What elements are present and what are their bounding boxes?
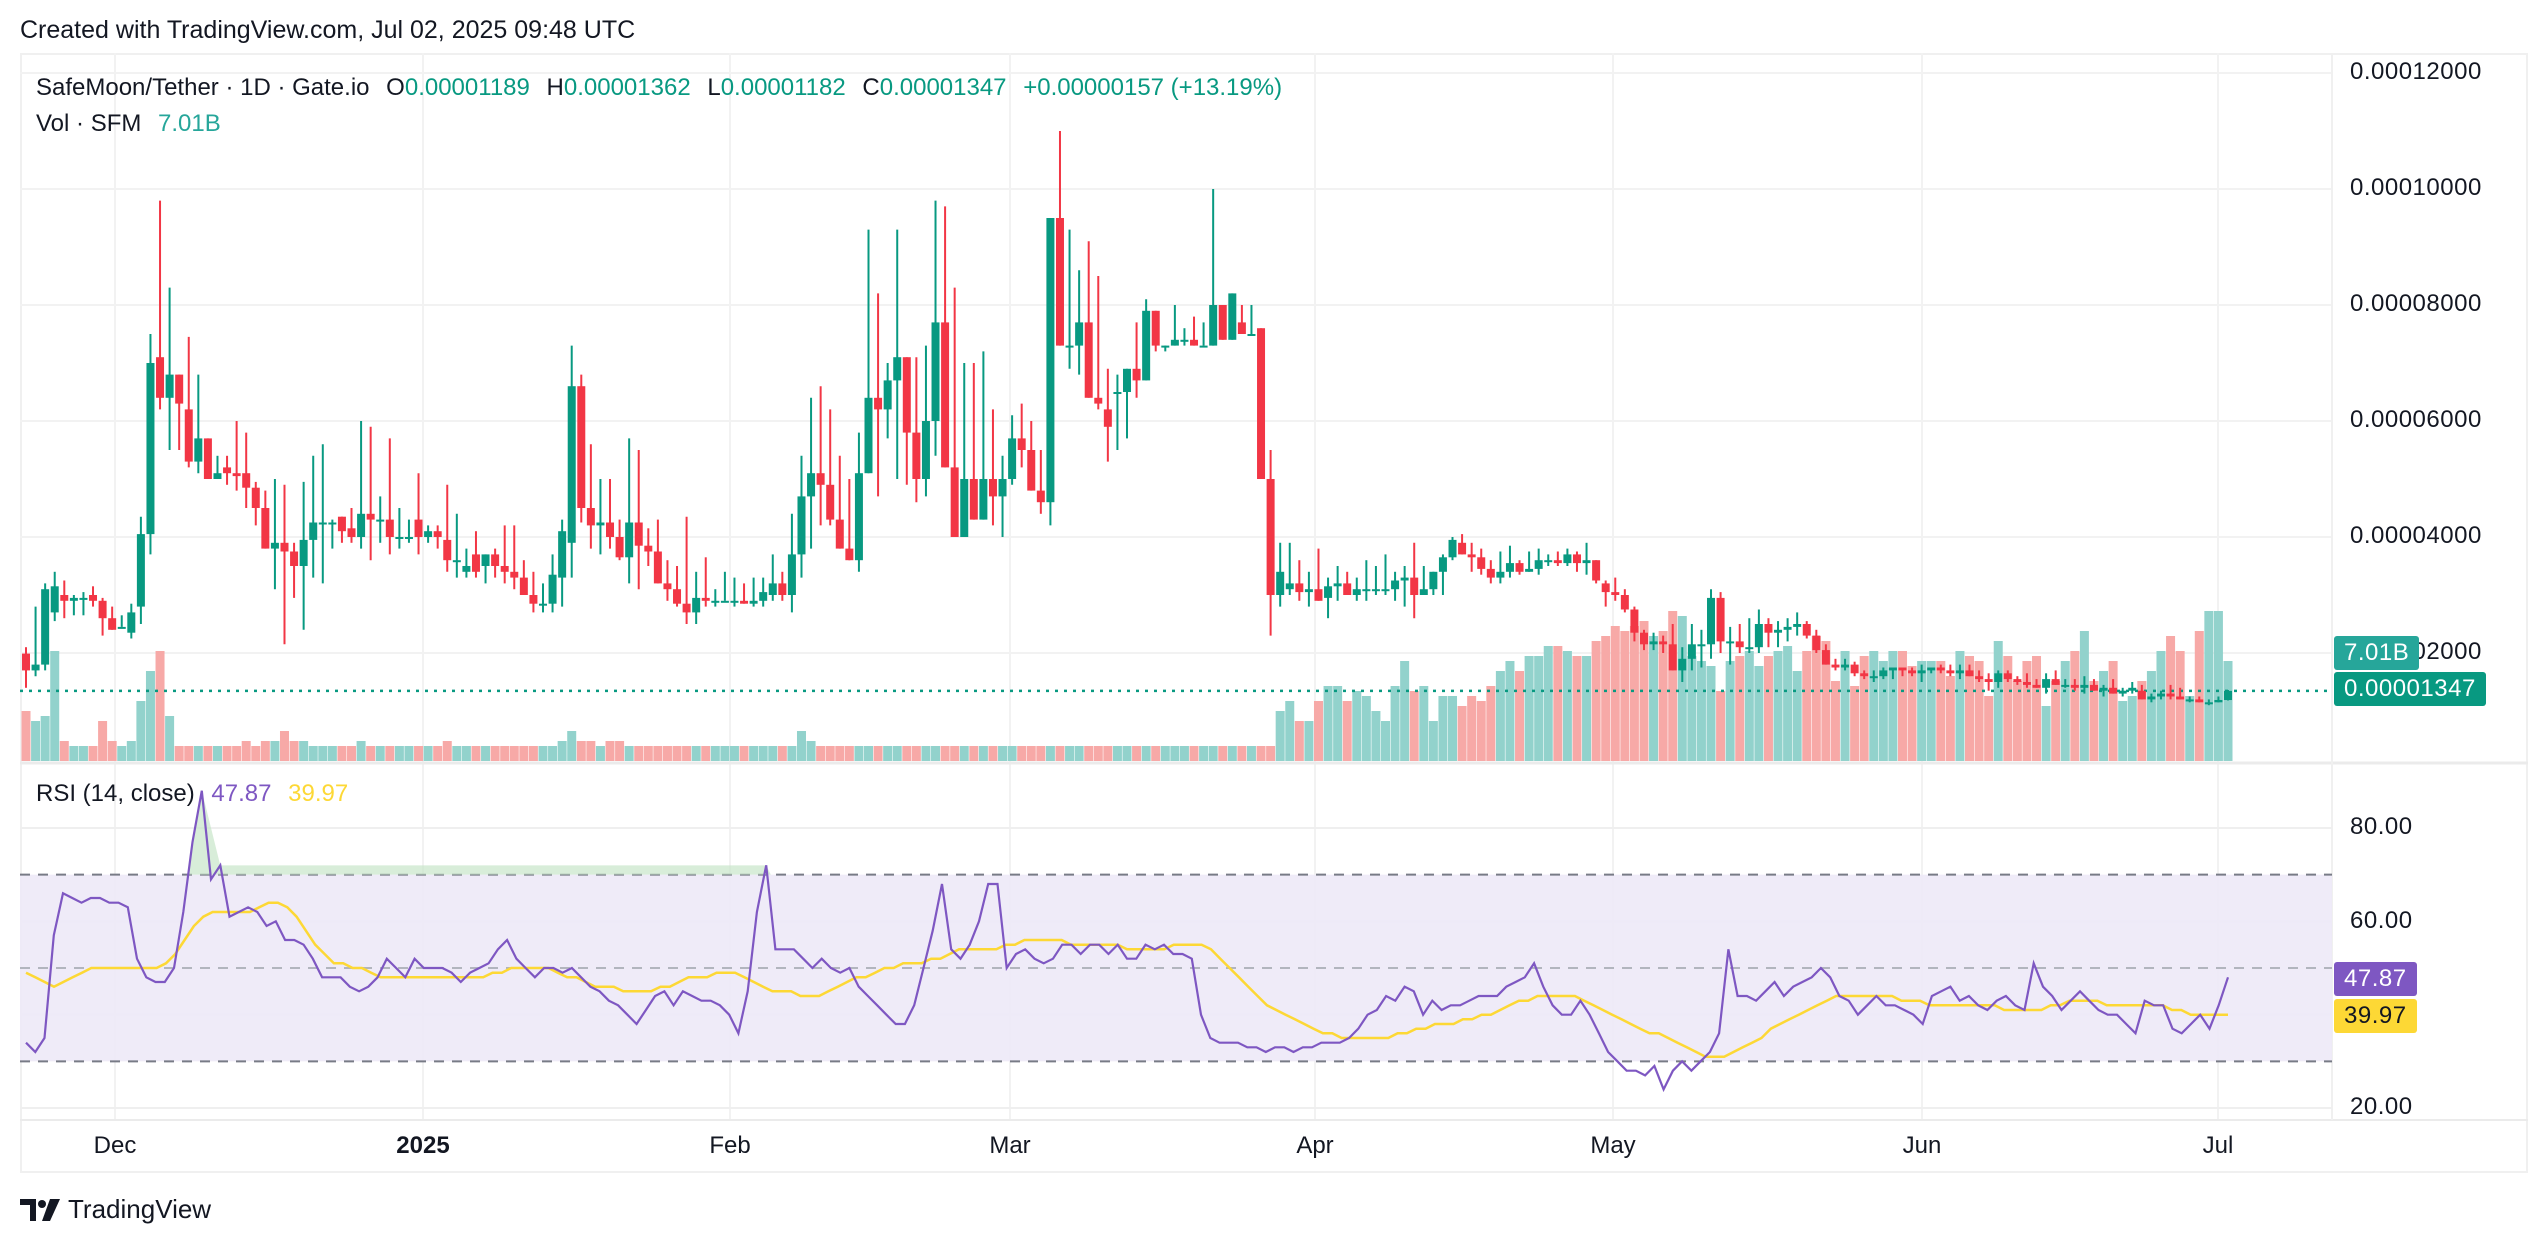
symbol-title[interactable]: SafeMoon/Tether · 1D · Gate.io bbox=[36, 74, 370, 101]
high-label: H bbox=[546, 74, 564, 101]
change-value: +0.00000157 (+13.19%) bbox=[1023, 74, 1283, 101]
time-label-feb: Feb bbox=[709, 1132, 751, 1159]
price-tick: 0.00012000 bbox=[2350, 58, 2482, 85]
volume-label[interactable]: Vol · SFM bbox=[36, 110, 142, 137]
created-with-caption: Created with TradingView.com, Jul 02, 20… bbox=[20, 16, 636, 44]
rsi-tick: 80.00 bbox=[2350, 813, 2413, 840]
rsi-ma-value: 39.97 bbox=[288, 780, 349, 807]
time-label-2025: 2025 bbox=[396, 1132, 450, 1159]
price-tick: 0.00010000 bbox=[2350, 174, 2482, 201]
rsi-value: 47.87 bbox=[211, 780, 272, 807]
volume-value: 7.01B bbox=[158, 110, 221, 137]
price-tick: 0.00006000 bbox=[2350, 406, 2482, 433]
close-value: 0.00001347 bbox=[879, 74, 1007, 101]
time-label-apr: Apr bbox=[1296, 1132, 1334, 1159]
time-label-jul: Jul bbox=[2202, 1132, 2234, 1159]
close-label: C bbox=[862, 74, 880, 101]
volume-tag: 7.01B bbox=[2334, 636, 2420, 670]
symbol-legend: SafeMoon/Tether · 1D · Gate.io O0.000011… bbox=[36, 70, 1282, 142]
open-label: O bbox=[386, 74, 405, 101]
price-tick: 0.00004000 bbox=[2350, 522, 2482, 549]
tradingview-brand: TradingView bbox=[68, 1194, 212, 1224]
rsi-tick: 20.00 bbox=[2350, 1093, 2413, 1120]
rsi-legend: RSI (14, close) 47.87 39.97 bbox=[36, 780, 348, 808]
low-label: L bbox=[707, 74, 721, 101]
tradingview-logo-icon bbox=[20, 1198, 60, 1221]
price-tick: 0.00008000 bbox=[2350, 290, 2482, 317]
time-label-dec: Dec bbox=[93, 1132, 137, 1159]
time-label-mar: Mar bbox=[989, 1132, 1031, 1159]
rsi-tag: 47.87 bbox=[2334, 962, 2417, 996]
time-label-may: May bbox=[1590, 1132, 1636, 1159]
rsi-tick: 60.00 bbox=[2350, 907, 2413, 934]
open-value: 0.00001189 bbox=[404, 74, 530, 101]
low-value: 0.00001182 bbox=[720, 74, 846, 101]
high-value: 0.00001362 bbox=[563, 74, 691, 101]
rsi-ma-tag: 39.97 bbox=[2334, 999, 2417, 1033]
tradingview-footer[interactable]: TradingView bbox=[20, 1194, 211, 1225]
chart-frame bbox=[20, 53, 2528, 1173]
time-label-jun: Jun bbox=[1902, 1132, 1942, 1159]
rsi-title[interactable]: RSI (14, close) bbox=[36, 780, 195, 807]
last-price-tag: 0.00001347 bbox=[2334, 672, 2486, 706]
